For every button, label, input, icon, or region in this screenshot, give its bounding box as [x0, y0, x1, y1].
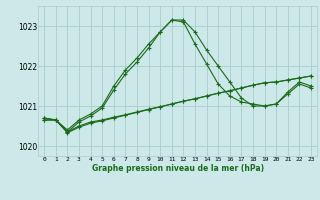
- X-axis label: Graphe pression niveau de la mer (hPa): Graphe pression niveau de la mer (hPa): [92, 164, 264, 173]
